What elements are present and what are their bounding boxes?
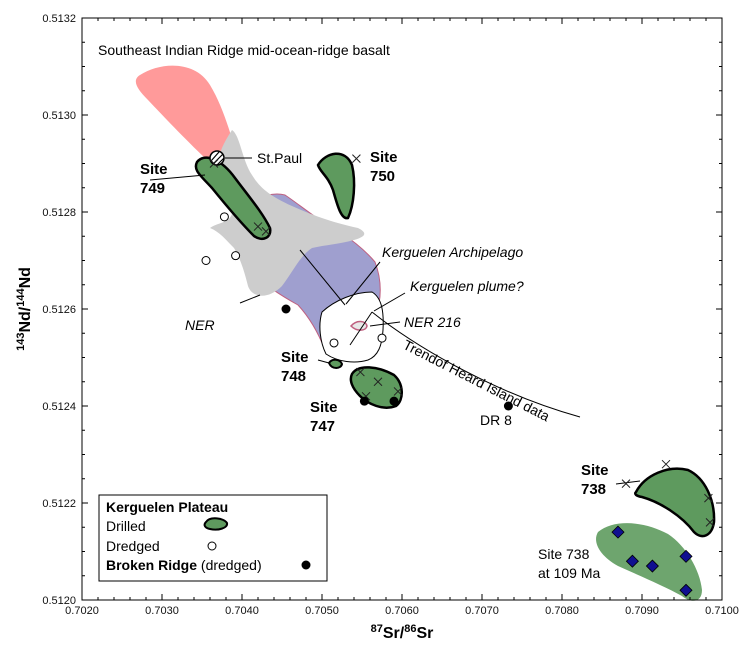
site738-109-field <box>596 523 702 601</box>
site750-label-line2: 750 <box>370 168 395 185</box>
leader-lines <box>149 157 641 485</box>
st-paul-label: St.Paul <box>257 150 302 166</box>
broken-ridge-point <box>389 396 399 406</box>
site738-109-point <box>625 554 639 568</box>
x-tick-label: 0.7040 <box>225 605 259 617</box>
site750-label-line1: Site <box>370 149 398 166</box>
site738-109-label-line2: at 109 Ma <box>538 565 600 581</box>
ner216-field <box>349 320 368 331</box>
drilled-cross <box>704 493 713 503</box>
y-axis-title: 143Nd/144Nd <box>15 267 34 351</box>
site738-field <box>634 467 716 538</box>
legend-dredged-swatch <box>207 541 217 551</box>
site748-label-line1: Site <box>281 349 309 366</box>
legend-drilled-swatch <box>203 517 229 531</box>
broken-ridge-point <box>503 401 513 411</box>
heard-trend-label: Trendof Heard Island data <box>401 336 553 424</box>
drilled-cross <box>393 387 403 396</box>
drilled-cross <box>373 377 383 387</box>
x-tick-label: 0.7100 <box>705 605 739 617</box>
site749-label-line1: Site <box>140 161 168 178</box>
site738-109-point <box>611 525 625 539</box>
x-tick-label: 0.7020 <box>65 605 99 617</box>
drilled-cross <box>356 367 365 377</box>
broken-ridge-point <box>281 304 291 314</box>
broken-ridge-point <box>359 396 369 406</box>
site747-label-line1: Site <box>310 399 338 416</box>
st-paul-field <box>135 65 240 168</box>
x-tick-label: 0.7060 <box>385 605 419 617</box>
dredged-point <box>219 212 229 222</box>
x-axis-title: 87Sr/86Sr <box>371 623 434 642</box>
drilled-cross <box>352 154 361 164</box>
legend-box <box>98 494 328 582</box>
site748-field <box>327 358 344 369</box>
dredged-point <box>377 333 387 343</box>
y-tick-label: 0.5132 <box>42 13 76 25</box>
dredged-point <box>231 251 241 261</box>
legend: Kerguelen Plateau Drilled Dredged Broken Ri… <box>98 494 328 582</box>
y-tick-label: 0.5130 <box>42 110 76 122</box>
drilled-cross <box>621 479 631 488</box>
site738-109-point <box>679 549 693 563</box>
legend-dredged-label: Dredged <box>106 538 160 554</box>
site749-label-line2: 749 <box>140 180 165 197</box>
drilled-cross <box>705 518 715 527</box>
legend-drilled-label: Drilled <box>106 518 146 534</box>
archipelago-field <box>210 130 365 296</box>
drilled-cross <box>661 459 671 469</box>
x-tick-label: 0.7090 <box>625 605 659 617</box>
dredged-point <box>329 338 339 348</box>
legend-title: Kerguelen Plateau <box>106 499 228 515</box>
drilled-cross <box>209 159 219 168</box>
x-tick-label: 0.7080 <box>545 605 579 617</box>
drilled-cross <box>261 227 271 236</box>
y-tick-label: 0.5120 <box>42 595 76 607</box>
site738-label-line2: 738 <box>581 481 606 498</box>
legend-broken-swatch <box>301 560 311 570</box>
ner216-label: NER 216 <box>404 314 461 330</box>
site738-109-label-line1: Site 738 <box>538 546 590 562</box>
site738-109-point <box>645 559 659 573</box>
site749-field <box>194 156 272 240</box>
chart-title: Southeast Indian Ridge mid-ocean-ridge b… <box>98 42 390 58</box>
site738-label-line1: Site <box>581 462 609 479</box>
x-tick-label: 0.7050 <box>305 605 339 617</box>
x-tick-label: 0.7030 <box>145 605 179 617</box>
x-tick-label: 0.7070 <box>465 605 499 617</box>
site748-label-line2: 748 <box>281 368 306 385</box>
dredged-point <box>201 256 211 265</box>
site747-label-line2: 747 <box>310 418 335 435</box>
y-tick-label: 0.5122 <box>42 498 76 510</box>
legend-broken-label: Broken Ridge (dredged) <box>106 557 262 573</box>
st-paul-marker <box>209 150 225 166</box>
site738-109-point <box>679 583 693 597</box>
kerguelen-archipelago-label: Kerguelen Archipelago <box>382 244 523 260</box>
site750-field <box>316 152 356 220</box>
drilled-cross <box>253 222 263 231</box>
y-tick-label: 0.5124 <box>42 401 76 413</box>
fields-layer <box>135 65 716 601</box>
y-tick-label: 0.5126 <box>42 304 76 316</box>
dr8-label: DR 8 <box>480 412 512 428</box>
y-tick-label: 0.5128 <box>42 207 76 219</box>
ner-label: NER <box>185 317 215 333</box>
kerguelen-plume-label: Kerguelen plume? <box>410 278 524 294</box>
